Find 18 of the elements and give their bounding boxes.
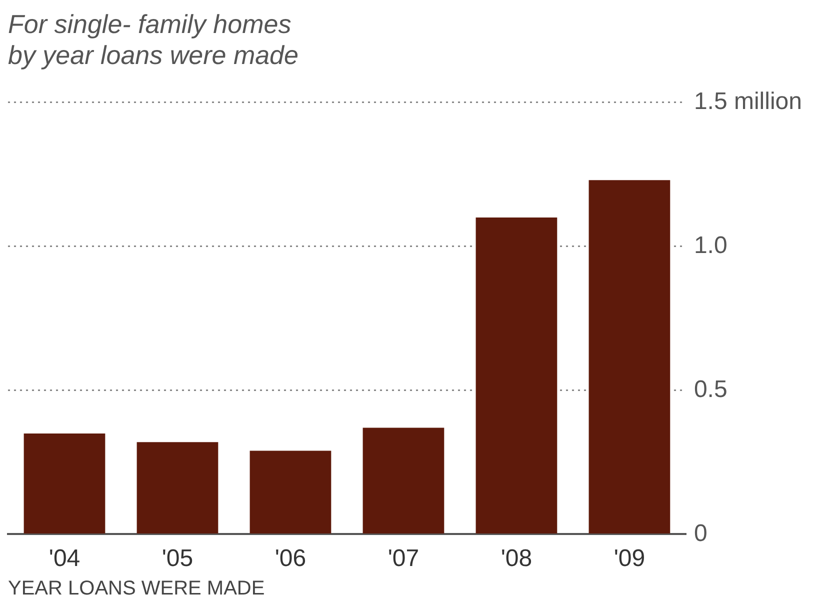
x-tick-label: '08	[500, 545, 532, 572]
y-tick-label: 1.0	[694, 232, 728, 259]
x-axis-title: YEAR LOANS WERE MADE	[8, 578, 265, 600]
bar	[24, 433, 106, 534]
x-tick-label: '06	[274, 545, 306, 572]
y-tick-label: 0.5	[694, 376, 728, 403]
y-tick-label: 1.5 million	[694, 88, 802, 116]
x-tick-label: '05	[162, 545, 194, 572]
x-tick-label: '07	[388, 545, 420, 572]
bar	[136, 442, 218, 534]
y-tick-label: 0	[694, 520, 708, 547]
x-tick-label: '04	[48, 545, 80, 572]
bar	[588, 180, 670, 534]
bar	[362, 428, 444, 534]
chart-subtitle: For single- family homes by year loans were made	[8, 8, 298, 70]
bar	[476, 218, 558, 534]
x-tick-label: '09	[614, 545, 646, 572]
bar	[250, 450, 332, 534]
